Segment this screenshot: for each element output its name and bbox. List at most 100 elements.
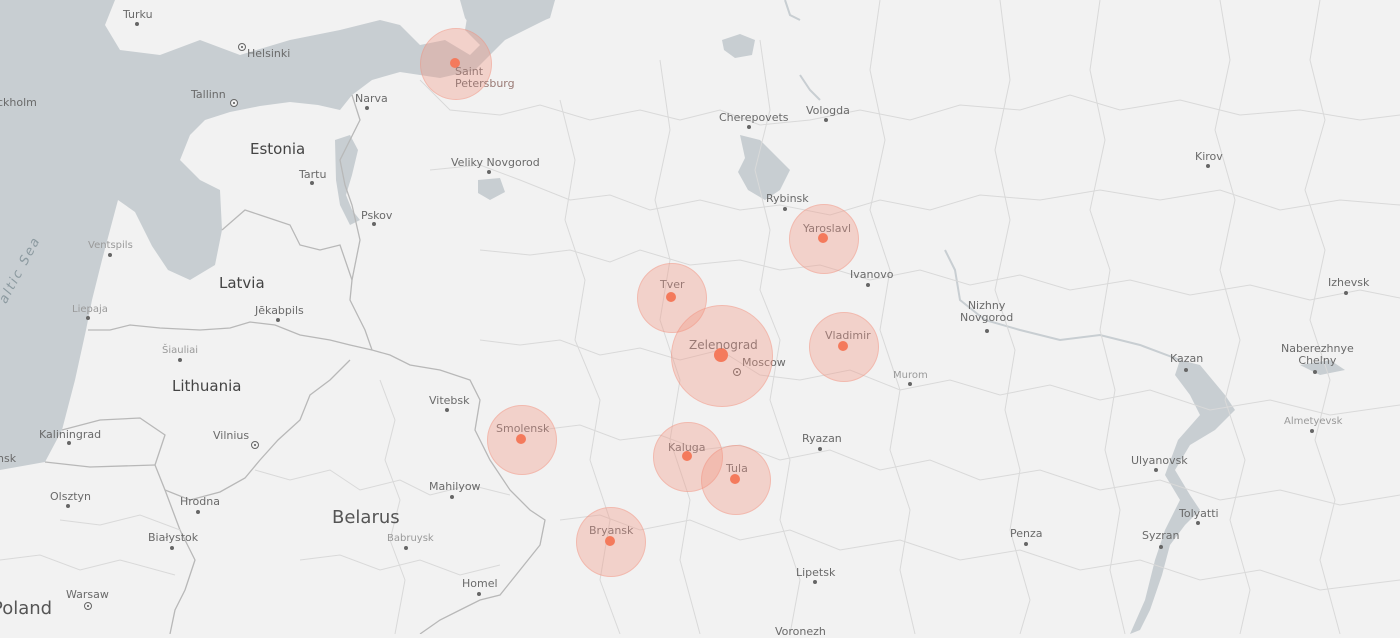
zelenograd-marker-bubble[interactable] <box>671 305 773 407</box>
jekabpils-city-dot <box>276 318 280 322</box>
lipetsk-label: Lipetsk <box>796 566 836 579</box>
naberezhnye-chelny-label: Naberezhnye Chelny <box>1281 342 1354 367</box>
minsk-label: nsk <box>0 452 17 465</box>
belarus-label: Belarus <box>332 507 400 528</box>
narva-label: Narva <box>355 92 388 105</box>
babruysk-label: Babruysk <box>387 533 434 544</box>
murom-city-dot <box>908 382 912 386</box>
country-borders <box>44 94 546 634</box>
cherepovets-label: Cherepovets <box>719 111 789 124</box>
tartu-city-dot <box>310 181 314 185</box>
siauliai-label: Šiauliai <box>162 345 199 356</box>
bialystok-label: Białystok <box>148 531 199 544</box>
warsaw-capital-icon <box>84 602 92 610</box>
ventspils-label: Ventspils <box>88 240 133 251</box>
bryansk-marker-dot[interactable] <box>605 536 615 546</box>
yaroslavl-marker-dot[interactable] <box>818 233 828 243</box>
tallinn-capital-icon <box>230 99 238 107</box>
veliky-novgorod-label: Veliky Novgorod <box>451 156 540 169</box>
ryazan-label: Ryazan <box>802 432 842 445</box>
olsztyn-label: Olsztyn <box>50 490 92 503</box>
siauliai-city-dot <box>178 358 182 362</box>
vitebsk-city-dot <box>445 408 449 412</box>
almetyevsk-city-dot <box>1310 429 1314 433</box>
lithuania-label: Lithuania <box>172 377 242 395</box>
homel-city-dot <box>477 592 481 596</box>
vitebsk-label: Vitebsk <box>429 394 470 407</box>
narva-city-dot <box>365 106 369 110</box>
tula-marker-label: Tula <box>726 462 748 475</box>
lipetsk-city-dot <box>813 580 817 584</box>
latvia-label: Latvia <box>219 274 265 292</box>
babruysk-city-dot <box>404 546 408 550</box>
naberezhnye-chelny-city-dot <box>1313 370 1317 374</box>
vladimir-marker-label: Vladimir <box>825 329 871 342</box>
saint-petersburg-marker-label: Saint Petersburg <box>455 65 515 90</box>
cherepovets-city-dot <box>747 125 751 129</box>
ivanovo-city-dot <box>866 283 870 287</box>
saint-petersburg-marker-dot[interactable] <box>450 58 460 68</box>
vologda-label: Vologda <box>806 104 850 117</box>
izhevsk-city-dot <box>1344 291 1348 295</box>
helsinki-capital-icon <box>238 43 246 51</box>
bryansk-marker-bubble[interactable] <box>576 507 646 577</box>
baltic-sea-water <box>0 0 555 470</box>
turku-label: Turku <box>123 8 153 21</box>
lake-ladoga <box>460 0 555 38</box>
nizhny-novgorod-label: Nizhny Novgorod <box>960 299 1014 324</box>
veliky-novgorod-city-dot <box>487 170 491 174</box>
stockholm-label: ckholm <box>0 96 37 109</box>
kazan-label: Kazan <box>1170 352 1204 365</box>
homel-label: Homel <box>462 577 498 590</box>
tver-marker-label: Tver <box>660 278 685 291</box>
ulyanovsk-city-dot <box>1154 468 1158 472</box>
bialystok-city-dot <box>170 546 174 550</box>
penza-city-dot <box>1024 542 1028 546</box>
izhevsk-label: Izhevsk <box>1328 276 1370 289</box>
kaluga-marker-dot[interactable] <box>682 451 692 461</box>
murom-label: Murom <box>893 370 928 381</box>
hrodna-city-dot <box>196 510 200 514</box>
kazan-city-dot <box>1184 368 1188 372</box>
ventspils-city-dot <box>108 253 112 257</box>
zelenograd-marker-dot[interactable] <box>714 348 728 362</box>
yaroslavl-marker-label: Yaroslavl <box>803 222 852 235</box>
kaluga-marker-label: Kaluga <box>668 441 706 454</box>
vologda-city-dot <box>824 118 828 122</box>
vladimir-marker-dot[interactable] <box>838 341 848 351</box>
vilnius-label: Vilnius <box>213 429 250 442</box>
syzran-label: Syzran <box>1142 529 1180 542</box>
tula-marker-dot[interactable] <box>730 474 740 484</box>
liepaja-city-dot <box>86 316 90 320</box>
poland-label: Poland <box>0 598 53 619</box>
nizhny-novgorod-city-dot <box>985 329 989 333</box>
ivanovo-label: Ivanovo <box>850 268 894 281</box>
kaliningrad-label: Kaliningrad <box>39 428 102 441</box>
kirov-label: Kirov <box>1195 150 1223 163</box>
vilnius-capital-icon <box>251 441 259 449</box>
liepaja-label: Liepaja <box>72 304 108 315</box>
hrodna-label: Hrodna <box>180 495 220 508</box>
rybinsk-label: Rybinsk <box>766 192 809 205</box>
estonia-label: Estonia <box>250 140 306 158</box>
syzran-city-dot <box>1159 545 1163 549</box>
mahilyow-city-dot <box>450 495 454 499</box>
warsaw-label: Warsaw <box>66 588 109 601</box>
kaliningrad-city-dot <box>67 441 71 445</box>
tolyatti-city-dot <box>1196 521 1200 525</box>
helsinki-label: Helsinki <box>247 47 291 60</box>
jekabpils-label: Jēkabpils <box>255 304 304 317</box>
ryazan-city-dot <box>818 447 822 451</box>
tolyatti-label: Tolyatti <box>1179 507 1219 520</box>
voronezh-label: Voronezh <box>775 625 826 638</box>
zelenograd-marker-label: Zelenograd <box>689 338 758 352</box>
tver-marker-dot[interactable] <box>666 292 676 302</box>
smolensk-marker-dot[interactable] <box>516 434 526 444</box>
tallinn-label: Tallinn <box>191 88 226 101</box>
rybinsk-reservoir <box>738 135 790 200</box>
penza-label: Penza <box>1010 527 1043 540</box>
pskov-city-dot <box>372 222 376 226</box>
